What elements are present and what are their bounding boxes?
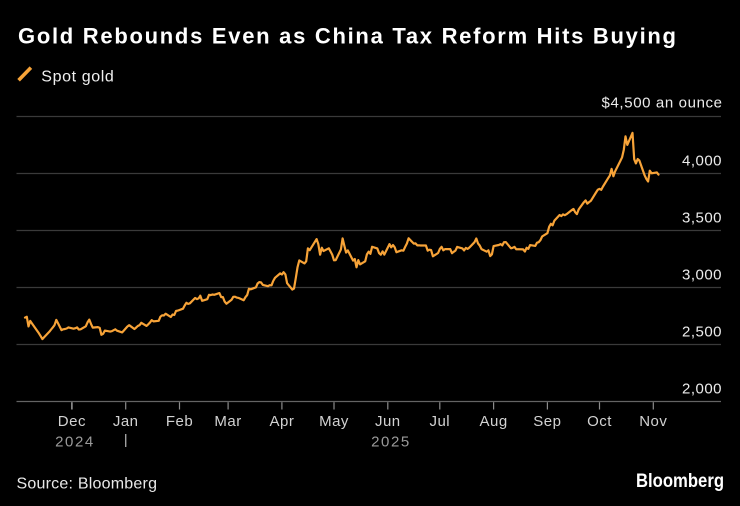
svg-text:2025: 2025	[371, 433, 411, 450]
svg-text:3,000: 3,000	[682, 267, 722, 284]
svg-text:Oct: Oct	[587, 413, 612, 430]
svg-text:Gold Rebounds Even as China Ta: Gold Rebounds Even as China Tax Reform H…	[18, 24, 676, 49]
svg-text:May: May	[319, 413, 349, 430]
svg-text:Jun: Jun	[375, 413, 401, 430]
svg-text:2024: 2024	[55, 433, 95, 450]
svg-text:Sep: Sep	[533, 413, 561, 430]
svg-text:4,000: 4,000	[682, 153, 722, 170]
svg-text:$4,500 an ounce: $4,500 an ounce	[602, 95, 723, 112]
svg-text:Nov: Nov	[639, 413, 667, 430]
svg-text:Mar: Mar	[214, 413, 241, 430]
svg-text:Jan: Jan	[113, 413, 139, 430]
svg-text:Dec: Dec	[58, 413, 86, 430]
svg-text:2,500: 2,500	[682, 324, 722, 341]
svg-text:Source: Bloomberg: Source: Bloomberg	[17, 476, 158, 493]
svg-text:Apr: Apr	[269, 413, 294, 430]
svg-text:2,000: 2,000	[682, 381, 722, 398]
svg-text:Aug: Aug	[479, 413, 507, 430]
svg-text:Spot gold: Spot gold	[41, 69, 114, 86]
svg-text:Jul: Jul	[429, 413, 450, 430]
svg-text:Feb: Feb	[166, 413, 193, 430]
svg-text:Bloomberg: Bloomberg	[636, 471, 724, 492]
svg-text:3,500: 3,500	[682, 210, 722, 227]
